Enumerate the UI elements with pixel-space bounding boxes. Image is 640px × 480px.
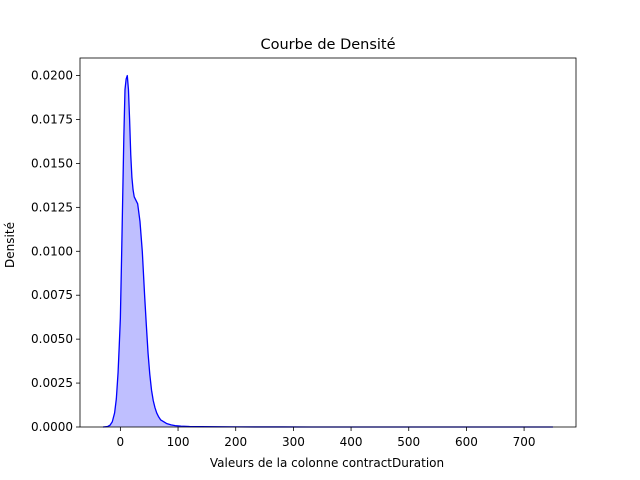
y-tick-label: 0.0175 xyxy=(31,113,73,127)
x-tick-label: 500 xyxy=(397,435,420,449)
x-axis-label: Valeurs de la colonne contractDuration xyxy=(210,456,444,470)
x-tick-label: 400 xyxy=(340,435,363,449)
axes-frame xyxy=(79,57,577,428)
x-tick-label: 200 xyxy=(224,435,247,449)
y-tick-label: 0.0125 xyxy=(31,200,73,214)
y-tick-label: 0.0200 xyxy=(31,69,73,83)
y-tick-label: 0.0075 xyxy=(31,288,73,302)
x-tick-label: 100 xyxy=(167,435,190,449)
x-axis: 0 100 200 300 400 500 600 700 xyxy=(117,427,536,449)
y-tick-label: 0.0150 xyxy=(31,156,73,170)
chart-title: Courbe de Densité xyxy=(260,37,395,53)
y-tick-label: 0.0000 xyxy=(31,420,73,434)
y-tick-label: 0.0100 xyxy=(31,244,73,258)
x-tick-label: 300 xyxy=(282,435,305,449)
y-tick-label: 0.0025 xyxy=(31,376,73,390)
y-tick-label: 0.0050 xyxy=(31,332,73,346)
x-tick-label: 700 xyxy=(513,435,536,449)
y-axis: 0.0000 0.0025 0.0050 0.0075 0.0100 0.0125 0.01… xyxy=(31,69,80,434)
x-tick-label: 600 xyxy=(455,435,478,449)
x-tick-label: 0 xyxy=(117,435,125,449)
density-fill-area xyxy=(103,75,553,427)
y-axis-label: Densité xyxy=(3,222,17,268)
